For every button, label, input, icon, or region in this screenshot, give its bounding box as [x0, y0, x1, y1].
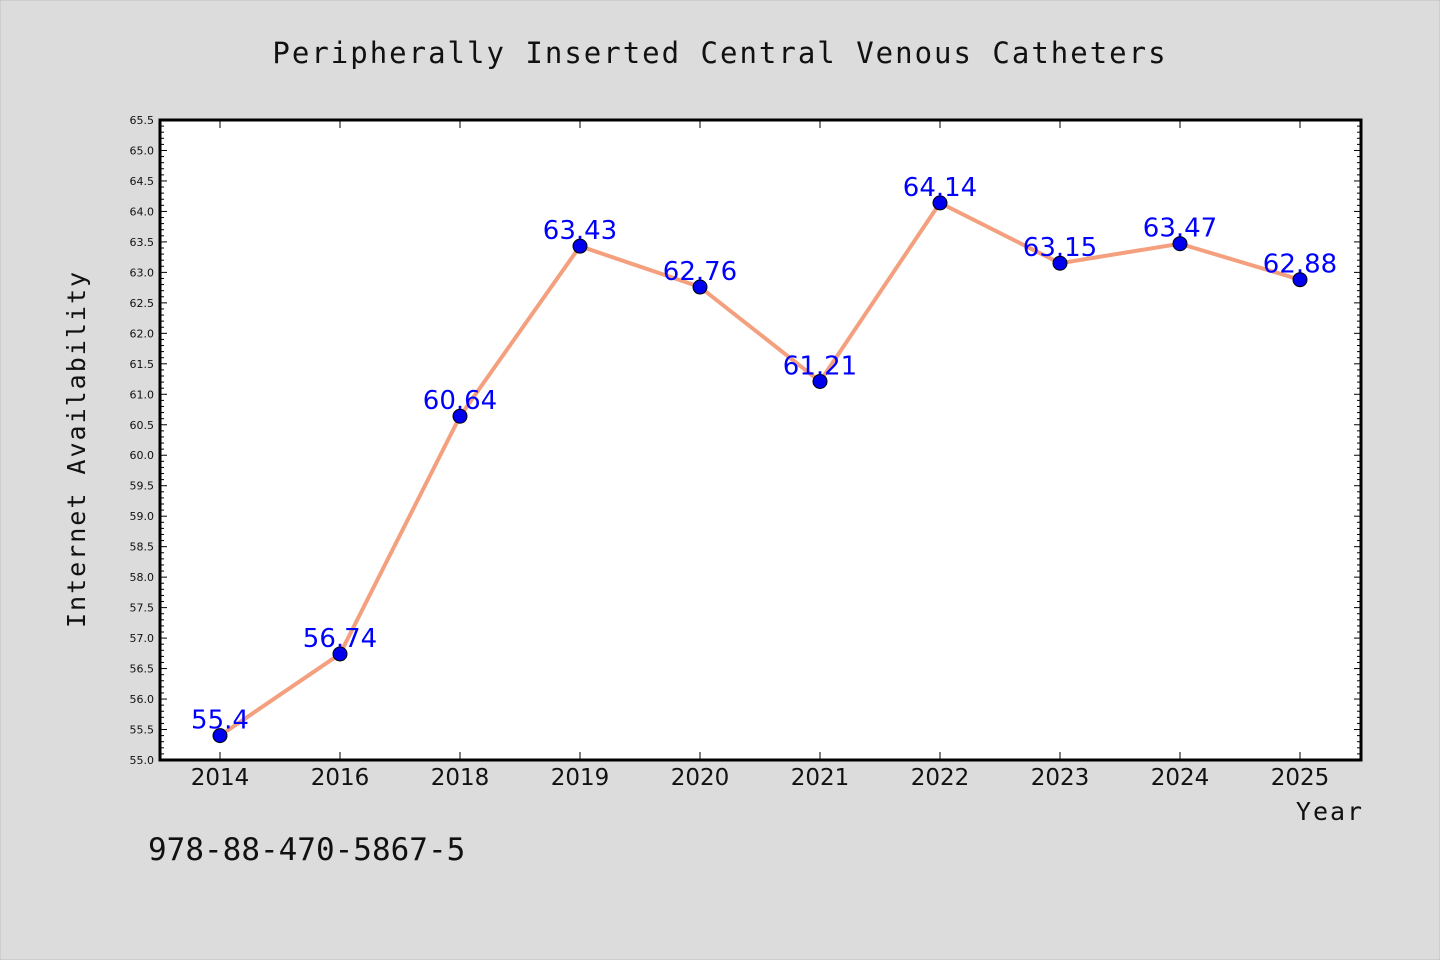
data-point	[212, 728, 228, 744]
y-tick-label: 56.5	[130, 663, 155, 676]
y-tick-label: 60.0	[130, 449, 155, 462]
y-tick-label: 65.5	[130, 114, 155, 127]
y-tick-label: 58.0	[130, 571, 155, 584]
data-label: 62.76	[663, 257, 737, 287]
x-axis: 2014 2016 2018 2019 2020 2021 2022 2023 2024 2025	[191, 120, 1330, 791]
data-point	[1292, 272, 1308, 288]
data-label: 60.64	[423, 386, 497, 416]
y-tick-label: 55.5	[130, 724, 155, 737]
x-axis-label: Year	[1296, 797, 1364, 826]
data-point	[332, 646, 348, 662]
y-tick-label: 62.5	[130, 297, 155, 310]
y-tick-label: 61.0	[130, 388, 155, 401]
y-tick-label: 56.0	[130, 693, 155, 706]
series-line	[218, 200, 1301, 738]
y-tick-label: 55.0	[130, 754, 155, 767]
data-point	[452, 408, 468, 424]
y-tick-label: 62.0	[130, 327, 155, 340]
x-tick-label: 2023	[1031, 765, 1090, 791]
chart-title: Peripherally Inserted Central Venous Cat…	[272, 36, 1167, 70]
y-tick-label: 63.5	[130, 236, 155, 249]
data-point	[1052, 255, 1068, 271]
data-label: 61.21	[783, 351, 857, 381]
data-label: 56.74	[303, 624, 377, 654]
x-tick-label: 2022	[911, 765, 970, 791]
y-axis: 55.0 55.5 56.0 56.5 57.0 57.5 58.0 58.5 59.0 59.5…	[130, 114, 1361, 767]
y-tick-label: 64.0	[130, 205, 155, 218]
data-label: 64.14	[903, 173, 977, 203]
data-point	[692, 279, 708, 295]
x-tick-label: 2016	[311, 765, 370, 791]
plot-area	[158, 118, 1363, 762]
y-tick-label: 61.5	[130, 358, 155, 371]
data-label: 63.15	[1023, 233, 1097, 263]
data-label: 63.47	[1143, 214, 1217, 244]
x-tick-label: 2019	[551, 765, 610, 791]
x-tick-label: 2020	[671, 765, 730, 791]
x-tick-label: 2024	[1151, 765, 1210, 791]
data-label: 62.88	[1263, 250, 1337, 280]
y-tick-label: 58.5	[130, 541, 155, 554]
y-tick-label: 60.5	[130, 419, 155, 432]
y-tick-label: 59.5	[130, 480, 155, 493]
y-tick-label: 57.0	[130, 632, 155, 645]
data-point	[572, 238, 588, 254]
y-tick-label: 59.0	[130, 510, 155, 523]
y-tick-label: 65.0	[130, 144, 155, 157]
y-tick-label: 64.5	[130, 175, 155, 188]
x-tick-label: 2021	[791, 765, 850, 791]
x-tick-label: 2018	[431, 765, 490, 791]
data-point	[812, 373, 828, 389]
series-group: 55.4 56.74 60.64 63.43 62.76 61.21 64.14 63.15 6…	[191, 173, 1337, 744]
data-label: 55.4	[191, 706, 249, 736]
data-point	[1172, 236, 1188, 252]
data-point	[932, 195, 948, 211]
y-tick-label: 57.5	[130, 602, 155, 615]
y-axis-label: Internet Availability	[62, 270, 91, 628]
y-tick-label: 63.0	[130, 266, 155, 279]
x-tick-label: 2014	[191, 765, 250, 791]
footer-identifier: 978-88-470-5867-5	[148, 832, 466, 868]
data-label: 63.43	[543, 216, 617, 246]
x-tick-label: 2025	[1271, 765, 1330, 791]
